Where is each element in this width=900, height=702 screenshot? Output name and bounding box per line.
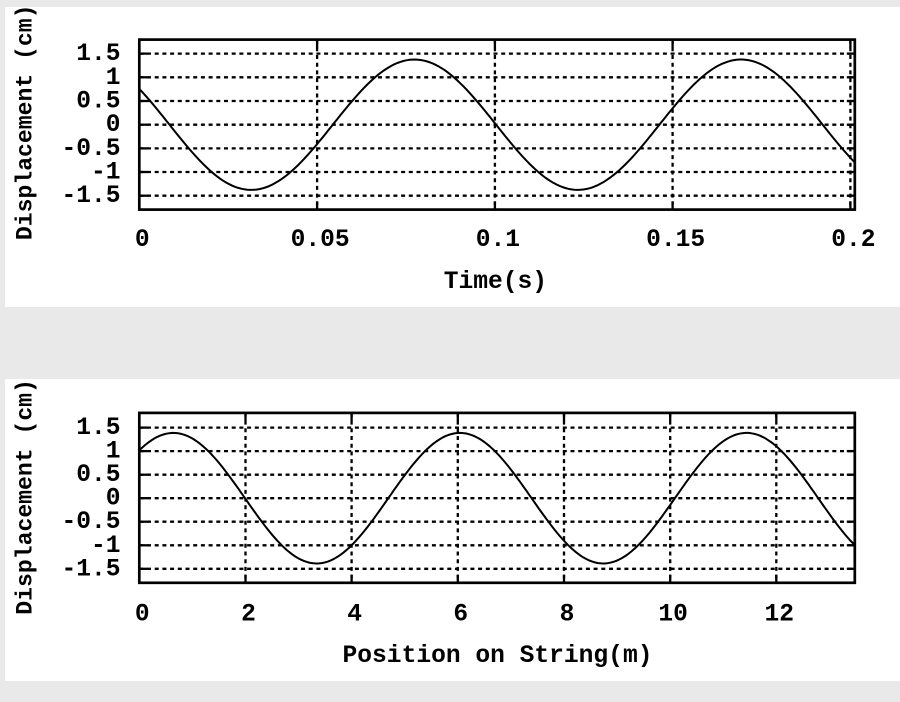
- svg-text:6: 6: [453, 602, 468, 629]
- svg-text:2: 2: [241, 602, 256, 629]
- svg-text:Displacement (cm): Displacement (cm): [13, 379, 39, 615]
- svg-text:-1: -1: [91, 533, 121, 560]
- svg-text:1: 1: [106, 65, 121, 92]
- svg-text:12: 12: [765, 602, 795, 629]
- svg-text:-1: -1: [91, 160, 121, 187]
- svg-text:Time(s): Time(s): [444, 269, 547, 296]
- svg-text:-0.5: -0.5: [61, 136, 120, 163]
- svg-text:Position on String(m): Position on String(m): [343, 643, 653, 670]
- svg-text:0.15: 0.15: [646, 227, 705, 254]
- svg-text:-0.5: -0.5: [61, 509, 120, 536]
- svg-text:1: 1: [106, 439, 121, 466]
- svg-text:0.5: 0.5: [76, 89, 120, 116]
- svg-text:-1.5: -1.5: [61, 183, 120, 210]
- svg-text:4: 4: [347, 602, 362, 629]
- svg-text:1.5: 1.5: [76, 41, 120, 68]
- svg-text:8: 8: [560, 602, 575, 629]
- svg-text:10: 10: [658, 602, 688, 629]
- svg-text:0.1: 0.1: [476, 227, 520, 254]
- svg-text:0: 0: [135, 227, 150, 254]
- svg-text:0: 0: [106, 112, 121, 139]
- svg-text:0.05: 0.05: [291, 227, 350, 254]
- svg-text:-1.5: -1.5: [61, 556, 120, 583]
- svg-text:0: 0: [106, 486, 121, 513]
- svg-text:1.5: 1.5: [76, 415, 120, 442]
- svg-text:0.2: 0.2: [831, 227, 875, 254]
- svg-text:Displacement (cm): Displacement (cm): [13, 4, 39, 240]
- svg-text:0.5: 0.5: [76, 462, 120, 489]
- svg-text:0: 0: [135, 602, 150, 629]
